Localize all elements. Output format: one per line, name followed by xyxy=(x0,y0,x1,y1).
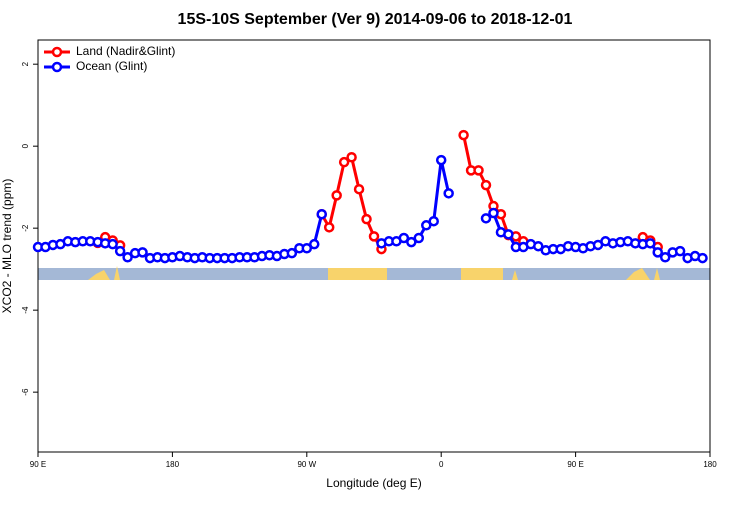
data-point xyxy=(458,129,469,141)
data-point xyxy=(286,247,298,259)
x-tick-label: 90 W xyxy=(297,460,316,469)
data-point xyxy=(114,245,126,257)
data-point xyxy=(398,232,410,244)
data-point xyxy=(480,179,492,191)
y-tick-label: -6 xyxy=(21,388,30,396)
data-point xyxy=(473,165,484,176)
chart-title: 15S-10S September (Ver 9) 2014-09-06 to … xyxy=(178,11,573,28)
y-tick-label: -2 xyxy=(21,224,30,232)
data-point xyxy=(309,238,320,250)
x-tick-label: 90 E xyxy=(30,460,46,469)
data-point xyxy=(645,238,656,249)
data-point xyxy=(107,238,118,250)
data-point xyxy=(488,207,499,219)
data-point xyxy=(338,156,350,168)
data-point xyxy=(331,190,342,201)
series-line xyxy=(96,134,659,250)
data-point xyxy=(697,252,708,264)
y-tick-label: 2 xyxy=(21,61,30,66)
data-point xyxy=(443,188,454,199)
data-point xyxy=(323,222,335,233)
data-point xyxy=(533,240,544,252)
legend-label: Land (Nadir&Glint) xyxy=(76,44,175,58)
data-point xyxy=(137,247,148,258)
x-tick-label: 0 xyxy=(439,460,444,469)
data-point xyxy=(435,154,447,166)
x-tick-label: 180 xyxy=(166,460,180,469)
y-tick-label: -4 xyxy=(21,306,30,314)
x-tick-label: 90 E xyxy=(567,460,583,469)
x-tick-label: 180 xyxy=(703,460,717,469)
data-point xyxy=(353,183,365,195)
legend-label: Ocean (Glint) xyxy=(76,59,147,73)
data-point xyxy=(301,243,313,254)
land-block xyxy=(461,268,503,280)
data-point xyxy=(480,213,492,224)
x-axis-label: Longitude (deg E) xyxy=(326,476,421,490)
data-point xyxy=(659,252,671,263)
legend-marker xyxy=(51,46,63,58)
legend-marker xyxy=(51,61,63,73)
data-point xyxy=(346,151,357,163)
data-point xyxy=(122,252,133,263)
data-point xyxy=(413,232,425,244)
data-point xyxy=(368,231,380,242)
data-point xyxy=(406,236,417,248)
y-tick-label: 0 xyxy=(21,143,30,148)
data-point xyxy=(652,247,663,258)
data-point xyxy=(428,215,439,227)
data-point xyxy=(503,229,514,240)
data-point xyxy=(361,213,372,225)
data-point xyxy=(316,208,327,220)
land-block xyxy=(328,268,387,280)
data-point xyxy=(421,220,432,231)
y-axis-label: XCO2 - MLO trend (ppm) xyxy=(0,179,14,314)
land-mask xyxy=(38,266,710,280)
data-point xyxy=(674,245,686,257)
